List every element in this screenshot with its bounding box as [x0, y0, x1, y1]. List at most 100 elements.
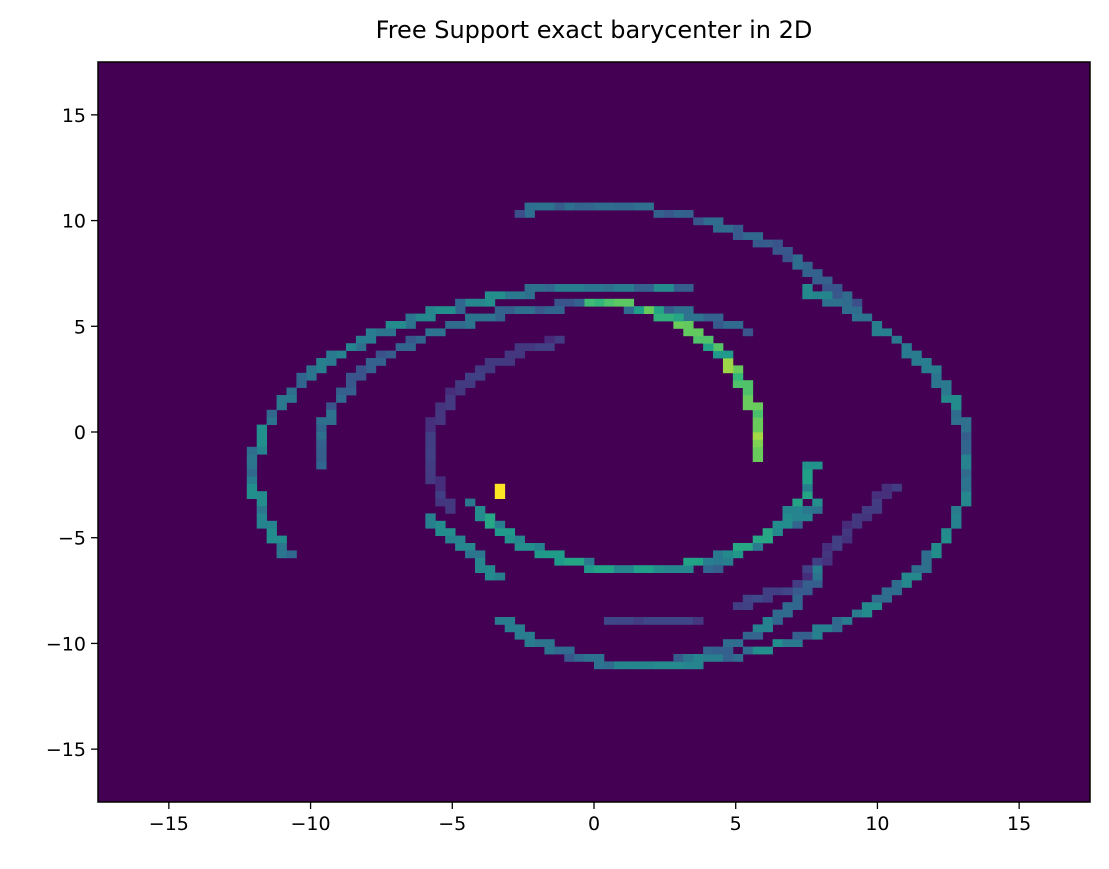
heatmap-cell [435, 417, 446, 425]
heatmap-cell [961, 491, 972, 499]
heatmap-cell [742, 594, 754, 603]
heatmap-cell [683, 565, 694, 573]
heatmap-cell [752, 594, 764, 603]
heatmap-cell [792, 261, 803, 270]
heatmap-cell [524, 210, 535, 218]
heatmap-cell [842, 535, 853, 544]
heatmap-cell [921, 550, 932, 559]
heatmap-cell [871, 602, 883, 610]
heatmap-cell [623, 306, 635, 314]
heatmap-cell [871, 506, 883, 514]
y-tick-label: 5 [74, 316, 86, 338]
heatmap-cell [484, 291, 496, 300]
heatmap-cell [365, 335, 377, 344]
heatmap-cell [713, 550, 724, 559]
heatmap-cell [455, 543, 466, 551]
heatmap-cell [405, 313, 416, 322]
heatmap-cell [822, 624, 833, 633]
heatmap-cell [663, 284, 674, 292]
heatmap-cell [752, 402, 764, 411]
heatmap-cell [474, 365, 486, 374]
heatmap-cell [474, 513, 486, 522]
heatmap-cell [544, 646, 555, 655]
heatmap-cell [881, 594, 892, 603]
heatmap-cell [703, 335, 714, 344]
heatmap-cell [435, 491, 446, 499]
heatmap-cell [742, 328, 754, 337]
heatmap-cell [693, 217, 704, 226]
heatmap-cell [842, 528, 853, 536]
heatmap-cell [762, 646, 773, 655]
heatmap-cell [752, 454, 764, 462]
heatmap-cell [752, 439, 764, 448]
heatmap-cell [316, 461, 327, 470]
heatmap-cell [316, 365, 327, 374]
heatmap-cell [534, 343, 545, 351]
heatmap-cell [425, 476, 436, 485]
heatmap-cell [266, 409, 277, 418]
heatmap-cell [673, 617, 684, 625]
heatmap-cell [792, 506, 803, 514]
heatmap-cell [961, 476, 972, 485]
heatmap-cell [802, 269, 813, 277]
heatmap-cell [296, 372, 307, 381]
heatmap-cell [881, 328, 892, 337]
heatmap-cell [336, 395, 347, 403]
heatmap-cell [742, 395, 754, 403]
heatmap-cell [722, 550, 734, 559]
heatmap-cell [613, 661, 625, 670]
heatmap-cell [822, 291, 833, 300]
heatmap-cell [673, 284, 684, 292]
heatmap-cell [722, 358, 734, 366]
heatmap-cell [633, 202, 644, 211]
heatmap-cell [326, 358, 337, 366]
heatmap-cell [732, 543, 744, 551]
heatmap-cell [465, 550, 476, 559]
heatmap-cell [683, 306, 694, 314]
heatmap-cell [286, 550, 297, 559]
heatmap-cell [554, 550, 565, 559]
heatmap-cell [881, 491, 892, 499]
heatmap-cell [594, 661, 605, 670]
heatmap-cell [961, 454, 972, 462]
heatmap-cell [435, 498, 446, 507]
heatmap-cell [524, 639, 535, 647]
heatmap-cell [792, 498, 803, 507]
heatmap-cell [812, 506, 823, 514]
heatmap-cell [772, 239, 783, 248]
heatmap-cell [346, 372, 357, 381]
heatmap-cell [355, 372, 367, 381]
heatmap-cell [494, 483, 506, 492]
heatmap-cell [574, 557, 585, 566]
heatmap-cell [375, 328, 387, 337]
heatmap-cell [465, 313, 476, 322]
heatmap-cell [514, 306, 525, 314]
heatmap-cell [445, 321, 456, 329]
heatmap-cell [425, 328, 436, 337]
heatmap-cell [713, 557, 724, 566]
heatmap-cell [524, 291, 535, 300]
heatmap-cell [812, 580, 823, 588]
heatmap-cell [455, 387, 466, 396]
heatmap-cell [266, 417, 277, 425]
heatmap-cell [623, 661, 635, 670]
heatmap-cell [494, 491, 506, 499]
heatmap-cell [484, 365, 496, 374]
heatmap-cell [802, 476, 813, 485]
heatmap-cell [594, 654, 605, 662]
heatmap-cell [752, 624, 764, 633]
heatmap-cell [961, 446, 972, 455]
heatmap-cell [365, 365, 377, 374]
heatmap-cell [752, 232, 764, 240]
y-tick-label: 0 [74, 422, 86, 444]
heatmap-cell [842, 291, 853, 300]
heatmap-cell [474, 298, 486, 307]
heatmap-cell [891, 580, 902, 588]
heatmap-cell [842, 298, 853, 307]
heatmap-cell [802, 261, 813, 270]
heatmap-cell [851, 306, 863, 314]
heatmap-cell [772, 617, 783, 625]
heatmap-cell [316, 358, 327, 366]
heatmap-cell [514, 291, 525, 300]
heatmap-cell [554, 298, 565, 307]
